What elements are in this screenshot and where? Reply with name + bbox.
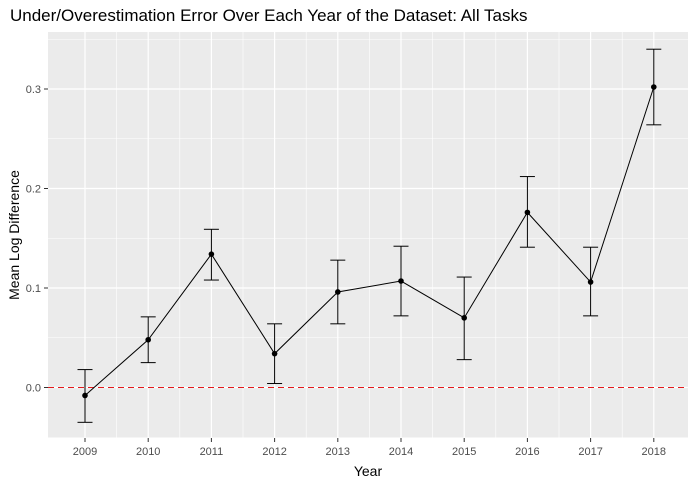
data-point <box>587 279 594 285</box>
x-tick-label: 2013 <box>326 446 350 458</box>
y-axis-ticks: 0.0 0.1 0.2 0.3 <box>26 84 48 395</box>
x-axis-ticks: 2009 2010 2011 2012 2013 2014 2015 2016 2017 2018 <box>73 438 666 458</box>
data-point <box>82 392 88 399</box>
data-point <box>335 289 341 295</box>
data-point <box>461 315 468 321</box>
data-point <box>524 209 531 216</box>
y-tick-label: 0.1 <box>26 283 41 295</box>
x-tick-label: 2017 <box>578 446 602 458</box>
plot-panel <box>48 32 688 438</box>
y-tick-label: 0.2 <box>26 184 41 196</box>
x-tick-label: 2016 <box>515 446 539 458</box>
x-tick-label: 2010 <box>136 446 160 458</box>
y-axis-title: Mean Log Difference <box>6 170 22 300</box>
chart-title: Under/Overestimation Error Over Each Yea… <box>10 6 528 25</box>
data-point <box>208 251 215 257</box>
data-point <box>145 336 151 343</box>
x-tick-label: 2014 <box>389 446 413 458</box>
x-axis-title: Year <box>354 463 383 479</box>
y-tick-label: 0.0 <box>26 383 41 395</box>
x-tick-label: 2012 <box>262 446 286 458</box>
minor-grid <box>48 32 688 438</box>
series-line <box>84 86 655 396</box>
data-point <box>271 350 278 357</box>
data-point <box>398 278 404 284</box>
x-tick-label: 2011 <box>200 446 224 458</box>
x-tick-label: 2018 <box>642 446 666 458</box>
x-tick-label: 2015 <box>452 446 476 458</box>
data-point <box>651 84 657 90</box>
y-tick-label: 0.3 <box>26 84 41 96</box>
data-points <box>82 84 657 399</box>
x-tick-label: 2009 <box>73 446 97 458</box>
